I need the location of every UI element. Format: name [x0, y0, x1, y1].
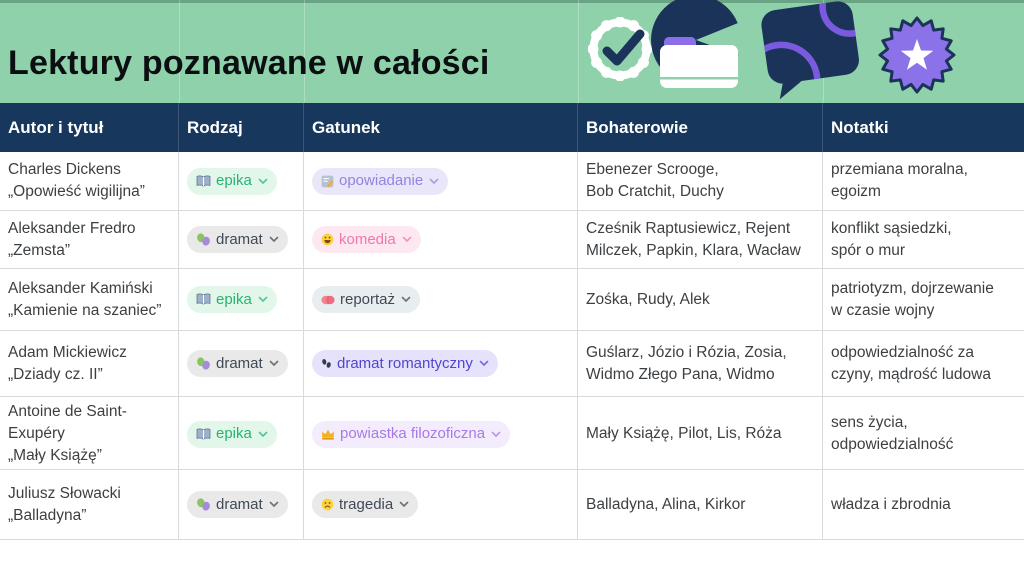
column-header-rodzaj: Rodzaj	[179, 103, 304, 152]
table-row: Aleksander Kamiński „Kamienie na szaniec…	[0, 269, 1024, 331]
theater-masks-icon	[196, 498, 211, 511]
tag-label: opowiadanie	[339, 172, 424, 190]
rodzaj-tag-dropdown[interactable]: dramat	[187, 226, 288, 253]
folder-icon	[651, 0, 739, 88]
gatunek-tag-dropdown[interactable]: komedia	[312, 226, 421, 253]
notes-cell: władza i zbrodnia	[831, 495, 951, 513]
rodzaj-tag-dropdown[interactable]: dramat	[187, 491, 288, 518]
gatunek-tag-dropdown[interactable]: reportaż	[312, 286, 421, 313]
tag-label: epika	[216, 425, 252, 443]
open-book-icon	[196, 428, 211, 441]
rodzaj-tag-dropdown[interactable]: epika	[187, 420, 277, 448]
footprints-icon	[321, 358, 332, 369]
memo-pencil-icon	[321, 175, 334, 188]
gatunek-tag-dropdown[interactable]: opowiadanie	[312, 167, 449, 195]
banner-grid-line	[179, 0, 180, 103]
author-title-cell: Adam Mickiewicz „Dziady cz. II”	[8, 343, 127, 383]
notes-cell: sens życia, odpowiedzialność	[831, 414, 954, 453]
tag-label: dramat romantyczny	[337, 354, 473, 372]
open-book-icon	[196, 175, 211, 188]
speech-bubble-icon	[759, 0, 861, 100]
grinning-face-icon	[321, 233, 334, 246]
sad-face-icon	[321, 498, 334, 511]
author-title-cell: Charles Dickens „Opowieść wigilijna”	[8, 161, 145, 200]
column-header-gatunek: Gatunek	[304, 103, 578, 152]
chevron-down-icon	[258, 296, 268, 303]
crown-icon	[321, 428, 335, 440]
brain-icon	[321, 294, 335, 306]
notes-cell: odpowiedzialność za czyny, mądrość ludow…	[831, 343, 991, 383]
table-row: Aleksander Fredro „Zemsta” dramat komedi…	[0, 211, 1024, 269]
notes-cell: patriotyzm, dojrzewanie w czasie wojny	[831, 279, 994, 319]
column-header-autor: Autor i tytuł	[0, 103, 179, 152]
table-row: Adam Mickiewicz „Dziady cz. II” dramat d…	[0, 331, 1024, 397]
gatunek-tag-dropdown[interactable]: dramat romantyczny	[312, 350, 498, 377]
theater-masks-icon	[196, 233, 211, 246]
banner-top-edge	[0, 0, 1024, 3]
banner-grid-line	[304, 0, 305, 103]
notes-cell: przemiana moralna, egoizm	[831, 161, 968, 200]
column-header-bohaterowie: Bohaterowie	[578, 103, 823, 152]
chevron-down-icon	[269, 236, 279, 243]
chevron-down-icon	[269, 360, 279, 367]
tag-label: powiastka filozoficzna	[340, 425, 486, 443]
tag-label: dramat	[216, 354, 263, 372]
author-title-cell: Juliusz Słowacki „Balladyna”	[8, 484, 121, 524]
author-title-cell: Antoine de Saint-Exupéry „Mały Książę”	[8, 403, 127, 464]
tag-label: reportaż	[340, 290, 396, 308]
tag-label: komedia	[339, 230, 396, 248]
characters-cell: Cześnik Raptusiewicz, Rejent Milczek, Pa…	[586, 219, 801, 259]
tag-label: dramat	[216, 230, 263, 248]
notes-cell: konflikt sąsiedzki, spór o mur	[831, 219, 952, 259]
table-header-row: Autor i tytuł Rodzaj Gatunek Bohaterowie…	[0, 103, 1024, 152]
chevron-down-icon	[269, 501, 279, 508]
tag-label: tragedia	[339, 495, 394, 513]
table-row: Juliusz Słowacki „Balladyna” dramat trag…	[0, 470, 1024, 540]
page-title: Lektury poznawane w całości	[8, 44, 490, 82]
tag-label: epika	[216, 290, 252, 308]
open-book-icon	[196, 293, 211, 306]
tag-label: dramat	[216, 495, 263, 513]
author-title-cell: Aleksander Fredro „Zemsta”	[8, 219, 136, 259]
author-title-cell: Aleksander Kamiński „Kamienie na szaniec…	[8, 279, 162, 319]
column-header-notatki: Notatki	[831, 117, 889, 137]
gatunek-tag-dropdown[interactable]: powiastka filozoficzna	[312, 420, 511, 448]
characters-cell: Mały Książę, Pilot, Lis, Róża	[586, 425, 782, 442]
chevron-down-icon	[429, 178, 439, 185]
gatunek-tag-dropdown[interactable]: tragedia	[312, 491, 419, 518]
chevron-down-icon	[258, 178, 268, 185]
chevron-down-icon	[491, 431, 501, 438]
rodzaj-tag-dropdown[interactable]: epika	[187, 167, 277, 195]
rodzaj-tag-dropdown[interactable]: epika	[187, 286, 277, 313]
characters-cell: Zośka, Rudy, Alek	[586, 290, 710, 308]
star-badge-icon	[878, 16, 956, 94]
chevron-down-icon	[258, 431, 268, 438]
chevron-down-icon	[479, 360, 489, 367]
characters-cell: Ebenezer Scrooge, Bob Cratchit, Duchy	[586, 161, 724, 200]
characters-cell: Balladyna, Alina, Kirkor	[586, 495, 746, 513]
chevron-down-icon	[402, 236, 412, 243]
rodzaj-tag-dropdown[interactable]: dramat	[187, 350, 288, 377]
banner: Lektury poznawane w całości	[0, 0, 1024, 103]
banner-grid-line	[578, 0, 579, 103]
characters-cell: Guślarz, Józio i Rózia, Zosia, Widmo Złe…	[586, 343, 787, 383]
check-badge-icon	[588, 17, 652, 81]
chevron-down-icon	[399, 501, 409, 508]
tag-label: epika	[216, 172, 252, 190]
table-row: Antoine de Saint-Exupéry „Mały Książę” e…	[0, 397, 1024, 471]
chevron-down-icon	[401, 296, 411, 303]
table-row: Charles Dickens „Opowieść wigilijna” epi…	[0, 152, 1024, 211]
theater-masks-icon	[196, 357, 211, 370]
table-body: Charles Dickens „Opowieść wigilijna” epi…	[0, 152, 1024, 540]
